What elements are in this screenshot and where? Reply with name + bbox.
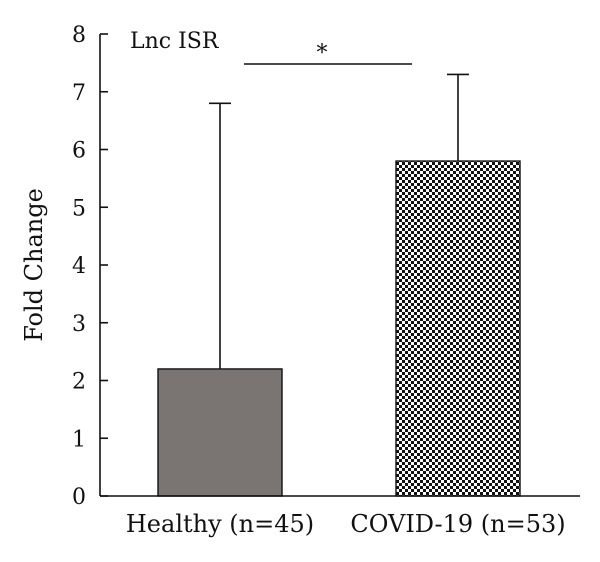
bar-healthy bbox=[157, 368, 283, 497]
category-label-covid: COVID-19 (n=53) bbox=[350, 510, 565, 538]
y-axis-label: Fold Change bbox=[20, 188, 48, 342]
y-tick-label-6: 6 bbox=[72, 139, 86, 164]
y-tick-label-5: 5 bbox=[72, 196, 86, 221]
significance-star: * bbox=[317, 41, 328, 66]
y-tick-label-1: 1 bbox=[72, 427, 86, 452]
chart-title: Lnc ISR bbox=[130, 29, 220, 54]
y-tick-label-0: 0 bbox=[72, 485, 86, 510]
y-tick-label-7: 7 bbox=[72, 81, 86, 106]
category-label-healthy: Healthy (n=45) bbox=[126, 510, 314, 538]
y-tick-label-8: 8 bbox=[72, 23, 86, 48]
y-tick-label-4: 4 bbox=[72, 254, 86, 279]
y-tick-label-2: 2 bbox=[72, 370, 86, 395]
bars bbox=[157, 160, 521, 497]
bar-covid bbox=[395, 160, 521, 497]
category-labels: Healthy (n=45) COVID-19 (n=53) bbox=[126, 510, 566, 538]
error-bars bbox=[209, 73, 469, 369]
y-tick-label-3: 3 bbox=[72, 312, 86, 337]
y-axis-ticks: 0 1 2 3 4 5 6 7 8 bbox=[72, 23, 108, 510]
